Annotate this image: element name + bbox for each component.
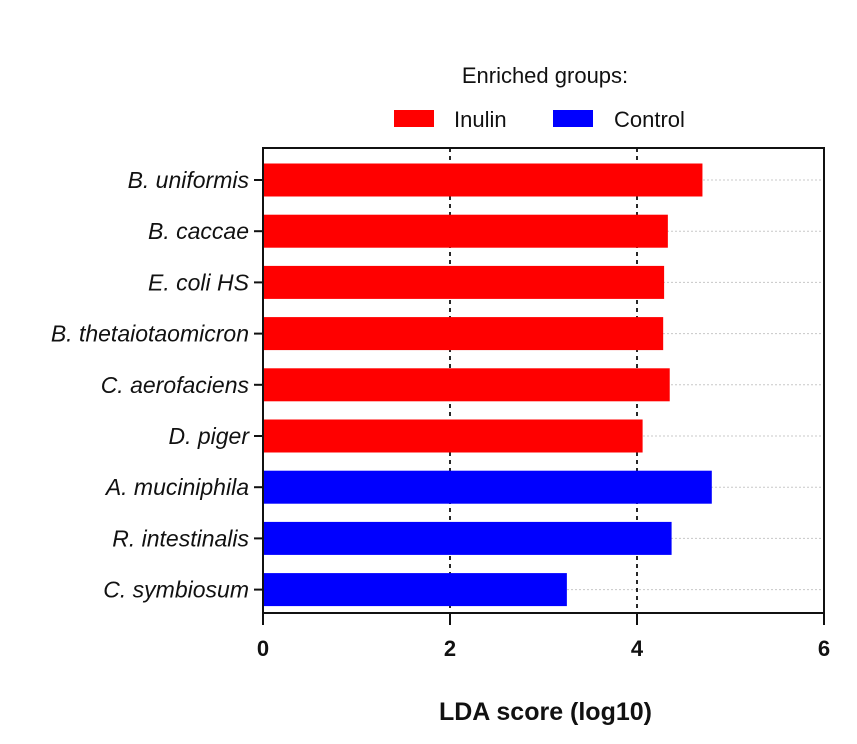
x-axis: 0 2 4 6 (257, 613, 830, 661)
legend: Enriched groups: Inulin Control (394, 63, 685, 132)
legend-swatch-inulin (394, 110, 434, 127)
bar-control (263, 470, 712, 504)
legend-title: Enriched groups: (462, 63, 628, 88)
category-label: C. aerofaciens (101, 372, 250, 398)
bar-inulin (263, 368, 670, 402)
bar-inulin (263, 163, 703, 197)
legend-label-control: Control (614, 107, 685, 132)
category-label: D. piger (168, 423, 250, 449)
y-axis: B. uniformis B. caccae E. coli HS B. thetai… (51, 167, 263, 603)
bar-inulin (263, 317, 664, 351)
plot-frame (262, 147, 825, 614)
bar-inulin (263, 419, 643, 453)
x-tick-label: 6 (818, 636, 830, 661)
x-axis-title: LDA score (log10) (439, 698, 652, 726)
category-label: E. coli HS (148, 269, 250, 295)
category-label: B. uniformis (128, 167, 250, 193)
category-label: R. intestinalis (112, 525, 249, 551)
legend-label-inulin: Inulin (454, 107, 507, 132)
bar-control (263, 521, 672, 555)
category-label: B. caccae (148, 218, 249, 244)
bar-inulin (263, 214, 668, 248)
x-tick-label: 0 (257, 636, 269, 661)
x-tick-label: 2 (444, 636, 456, 661)
bars (263, 163, 712, 607)
x-tick-label: 4 (631, 636, 644, 661)
legend-swatch-control (553, 110, 593, 127)
bar-inulin (263, 265, 665, 299)
category-label: C. symbiosum (103, 577, 249, 603)
category-label: A. muciniphila (104, 474, 249, 500)
bar-control (263, 573, 567, 607)
category-label: B. thetaiotaomicron (51, 321, 249, 347)
